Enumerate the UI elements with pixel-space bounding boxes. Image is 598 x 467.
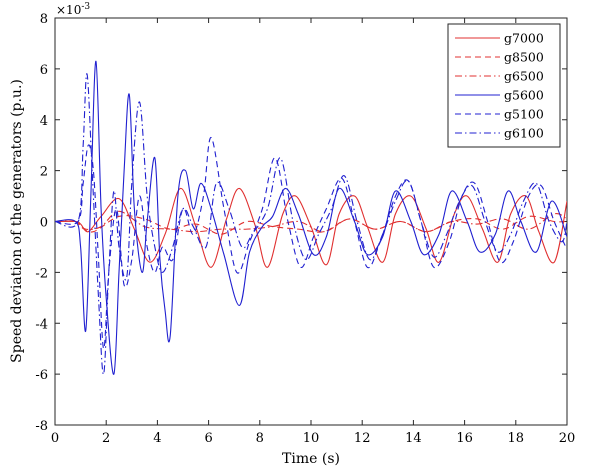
- x-axis-tick-labels: 0 2 4 6 8 10 12 14 16 18 20: [51, 431, 575, 446]
- y-tick-label: 4: [40, 114, 48, 129]
- x-tick-label: 4: [153, 431, 161, 446]
- legend-label-g7000: g7000: [504, 31, 544, 46]
- x-tick-label: 2: [102, 431, 110, 446]
- y-tick-label: -8: [35, 419, 48, 434]
- x-tick-label: 14: [405, 431, 422, 446]
- x-tick-label: 6: [204, 431, 212, 446]
- y-tick-label: 0: [40, 216, 48, 231]
- legend-box: [447, 23, 561, 148]
- y-tick-label: -2: [35, 266, 48, 281]
- y-tick-label: 2: [40, 165, 48, 180]
- series-lines: [55, 60, 567, 375]
- y-axis-multiplier: ×10-3: [56, 2, 90, 17]
- y-tick-label: -6: [35, 368, 48, 383]
- x-tick-label: 18: [508, 431, 525, 446]
- x-tick-label: 8: [256, 431, 264, 446]
- legend-label-g6500: g6500: [504, 69, 544, 84]
- x-tick-label: 12: [354, 431, 371, 446]
- legend: g7000 g8500 g6500 g5600 g5100 g6100: [447, 23, 561, 148]
- axis-ticks: [54, 17, 568, 426]
- x-tick-label: 0: [51, 431, 59, 446]
- series-line-g5100: [55, 137, 567, 350]
- series-line-g5600: [55, 60, 567, 375]
- legend-label-g8500: g8500: [504, 50, 544, 65]
- series-line-g6100: [55, 73, 567, 375]
- legend-label-g5100: g5100: [504, 107, 544, 122]
- x-tick-label: 10: [303, 431, 320, 446]
- x-axis-label: Time (s): [282, 451, 340, 467]
- y-multiplier-exponent: -3: [81, 2, 90, 12]
- legend-label-g5600: g5600: [504, 88, 544, 103]
- legend-entries: g7000 g8500 g6500 g5600 g5100 g6100: [455, 31, 544, 141]
- x-tick-label: 20: [559, 431, 576, 446]
- y-axis-label: Speed deviation of the generators (p.u.): [9, 79, 25, 363]
- x-tick-label: 16: [456, 431, 473, 446]
- y-axis-tick-labels: -8 -6 -4 -2 0 2 4 6 8: [35, 12, 48, 434]
- y-tick-label: 6: [40, 63, 48, 78]
- legend-label-g6100: g6100: [504, 126, 544, 141]
- y-tick-label: 8: [40, 12, 48, 27]
- y-multiplier-base: ×10: [56, 3, 81, 17]
- y-tick-label: -4: [35, 317, 48, 332]
